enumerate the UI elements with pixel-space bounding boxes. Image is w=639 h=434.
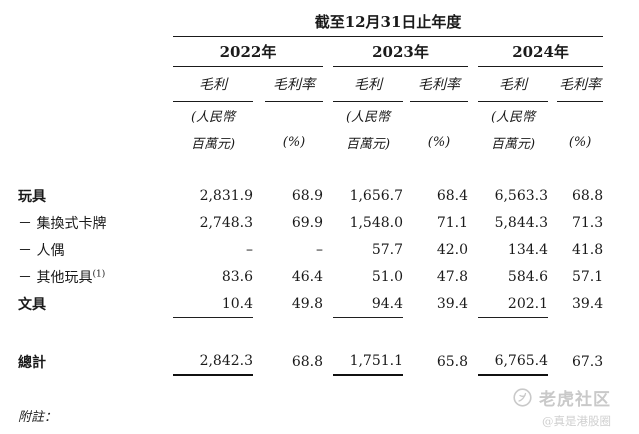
total-cell: 65.8: [436, 353, 468, 370]
period-header: 截至12月31日止年度: [173, 6, 604, 37]
value-cell: 41.8: [571, 241, 604, 258]
spacer-row: [18, 318, 603, 349]
value-cell: 584.6: [507, 268, 548, 285]
total-cell: 6,765.4: [478, 348, 548, 376]
year-2024: 2024年: [478, 36, 604, 67]
value-cell: 49.8: [291, 295, 323, 312]
value-cell: 68.9: [291, 187, 323, 204]
value-cell: 71.3: [571, 214, 604, 231]
value-cell: 94.4: [333, 290, 403, 318]
value-cell: 71.1: [436, 214, 468, 231]
value-cell: 1,548.0: [349, 214, 403, 231]
row-label: 文具: [18, 296, 46, 313]
unit-currency: (人民幣: [490, 110, 536, 125]
row-label: － 集換式卡牌: [18, 215, 107, 232]
watermark: 老虎社区 @真是港股圈: [513, 385, 611, 429]
watermark-handle: @真是港股圈: [542, 414, 611, 428]
value-cell: 39.4: [571, 295, 604, 312]
total-cell: 67.3: [571, 353, 604, 370]
col-2022-gpm: 毛利率: [265, 66, 323, 102]
unit-currency: 百萬元): [190, 137, 236, 152]
row-other-toys: － 其他玩具(1) 83.6 46.4 51.0 47.8 584.6 57.1: [18, 263, 603, 290]
total-cell: 1,751.1: [333, 348, 403, 376]
row-trading-cards: － 集換式卡牌 2,748.3 69.9 1,548.0 71.1 5,844.…: [18, 209, 603, 236]
value-cell: 10.4: [173, 290, 253, 318]
row-toys: 玩具 2,831.9 68.9 1,656.7 68.4 6,563.3 68.…: [18, 182, 603, 209]
unit-currency: (人民幣: [345, 110, 391, 125]
value-cell: –: [316, 241, 323, 258]
total-cell: 2,842.3: [173, 348, 253, 376]
value-cell: 2,748.3: [199, 214, 253, 231]
value-cell: 47.8: [436, 268, 468, 285]
units-row-2: 百萬元) (%) 百萬元) (%) 百萬元) (%): [18, 129, 603, 156]
row-stationery: 文具 10.4 49.8 94.4 39.4 202.1 39.4: [18, 290, 603, 318]
col-2024-gp: 毛利: [478, 66, 548, 102]
value-cell: 68.8: [571, 187, 604, 204]
value-cell: 134.4: [507, 241, 548, 258]
row-label: － 其他玩具(1): [18, 268, 106, 286]
col-2024-gpm: 毛利率: [557, 66, 604, 102]
value-cell: 68.4: [436, 187, 468, 204]
subheader-row: 毛利 毛利率 毛利 毛利率 毛利 毛利率: [18, 66, 604, 102]
value-cell: 5,844.3: [494, 214, 548, 231]
spacer-row: [18, 156, 603, 182]
units-row-1: (人民幣 (人民幣 (人民幣: [18, 102, 603, 130]
value-cell: –: [246, 241, 253, 258]
unit-percent: (%): [568, 135, 592, 150]
year-header-row: 2022年 2023年 2024年: [18, 36, 604, 67]
value-cell: 1,656.7: [349, 187, 403, 204]
value-cell: 2,831.9: [199, 187, 253, 204]
footnote-marker: (1): [92, 268, 106, 279]
period-header-row: 截至12月31日止年度: [18, 6, 604, 37]
document-page: 截至12月31日止年度 2022年 2023年 2024年 毛利 毛利率 毛利 …: [0, 6, 639, 434]
col-2022-gp: 毛利: [173, 66, 253, 102]
col-2023-gpm: 毛利率: [410, 66, 468, 102]
unit-percent: (%): [282, 135, 306, 150]
value-cell: 51.0: [371, 268, 403, 285]
value-cell: 57.7: [371, 241, 403, 258]
row-label: 總計: [18, 354, 46, 371]
value-cell: 46.4: [291, 268, 323, 285]
unit-currency: 百萬元): [490, 137, 536, 152]
value-cell: 202.1: [478, 290, 548, 318]
value-cell: 83.6: [221, 268, 253, 285]
value-cell: 39.4: [436, 295, 468, 312]
value-cell: 42.0: [436, 241, 468, 258]
watermark-brand: 老虎社区: [539, 390, 611, 410]
row-label: － 人偶: [18, 242, 65, 259]
value-cell: 6,563.3: [494, 187, 548, 204]
row-total: 總計 2,842.3 68.8 1,751.1 65.8 6,765.4 67.…: [18, 348, 604, 376]
unit-percent: (%): [427, 135, 451, 150]
total-cell: 68.8: [291, 353, 323, 370]
tiger-logo-icon: [513, 388, 532, 407]
year-2023: 2023年: [333, 36, 468, 67]
row-figures: － 人偶 – – 57.7 42.0 134.4 41.8: [18, 236, 603, 263]
row-label: 玩具: [18, 188, 46, 205]
value-cell: 57.1: [571, 268, 604, 285]
unit-currency: (人民幣: [190, 110, 236, 125]
unit-currency: 百萬元): [345, 137, 391, 152]
year-2022: 2022年: [173, 36, 323, 67]
col-2023-gp: 毛利: [333, 66, 403, 102]
gross-profit-table: 截至12月31日止年度 2022年 2023年 2024年 毛利 毛利率 毛利 …: [18, 6, 604, 376]
value-cell: 69.9: [291, 214, 323, 231]
notes-label: 附註：: [18, 410, 58, 425]
